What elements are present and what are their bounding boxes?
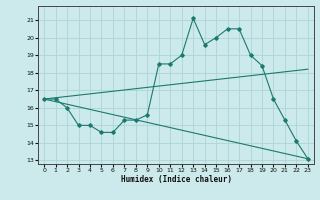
X-axis label: Humidex (Indice chaleur): Humidex (Indice chaleur)	[121, 175, 231, 184]
